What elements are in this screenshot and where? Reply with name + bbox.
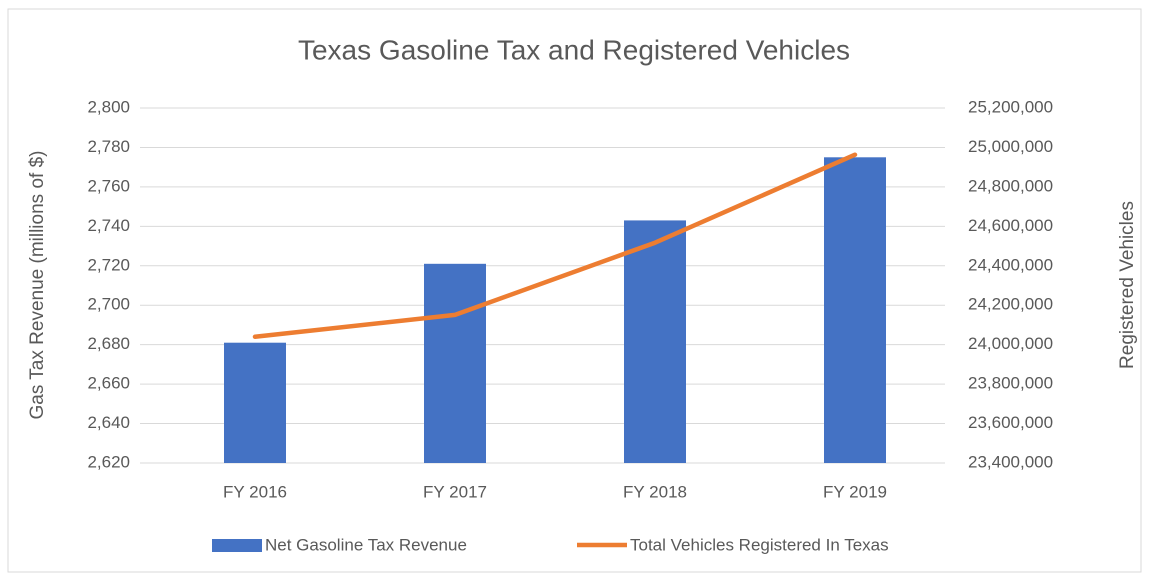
y-tick-label: 2,800 — [87, 97, 130, 116]
y-tick-label: 2,620 — [87, 452, 130, 471]
y-axis-title: Gas Tax Revenue (millions of $) — [27, 151, 48, 420]
y-tick-label: 2,680 — [87, 334, 130, 353]
chart-frame — [7, 8, 1142, 573]
x-tick-label: FY 2019 — [823, 482, 887, 501]
y2-tick-label: 23,400,000 — [968, 452, 1053, 471]
y2-tick-label: 24,800,000 — [968, 176, 1053, 195]
y2-tick-label: 24,000,000 — [968, 334, 1053, 353]
line — [252, 152, 858, 340]
y-tick-label: 2,700 — [87, 295, 130, 314]
y-tick-label: 2,720 — [87, 255, 130, 274]
y2-tick-label: 24,600,000 — [968, 216, 1053, 235]
bar — [424, 263, 486, 463]
y2-tick-label: 23,800,000 — [968, 374, 1053, 393]
y2-axis-title: Registered Vehicles — [1117, 201, 1138, 369]
x-tick-label: FY 2016 — [223, 482, 287, 501]
legend-label: Net Gasoline Tax Revenue — [265, 535, 467, 554]
bar — [624, 220, 686, 463]
y2-tick-label: 25,000,000 — [968, 137, 1053, 156]
y-tick-label: 2,640 — [87, 413, 130, 432]
x-tick-label: FY 2018 — [623, 482, 687, 501]
legend-label: Total Vehicles Registered In Texas — [630, 535, 889, 554]
bar — [224, 342, 286, 463]
y2-tick-label: 23,600,000 — [968, 413, 1053, 432]
bar — [824, 157, 886, 464]
y2-tick-label: 24,400,000 — [968, 255, 1053, 274]
legend-swatch — [212, 539, 262, 552]
chart-title: Texas Gasoline Tax and Registered Vehicl… — [298, 34, 850, 65]
x-tick-label: FY 2017 — [423, 482, 487, 501]
y-tick-label: 2,780 — [87, 137, 130, 156]
y-tick-label: 2,660 — [87, 374, 130, 393]
y-tick-label: 2,760 — [87, 176, 130, 195]
y-tick-label: 2,740 — [87, 216, 130, 235]
y2-tick-label: 24,200,000 — [968, 295, 1053, 314]
y2-tick-label: 25,200,000 — [968, 97, 1053, 116]
